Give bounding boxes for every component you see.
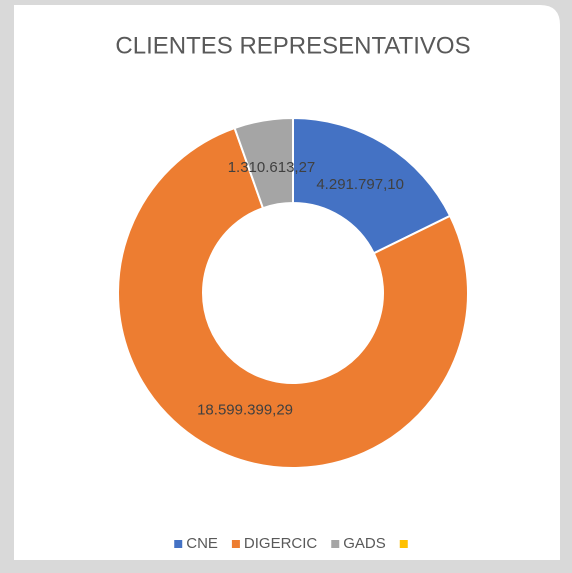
legend-marker [231, 540, 240, 548]
legend-label: GADS [343, 535, 386, 552]
donut-slice [117, 126, 469, 469]
legend-label: CNE [186, 535, 218, 552]
data-label: 1.310.613,27 [228, 159, 316, 176]
donut-slice [233, 116, 294, 210]
legend-marker [174, 540, 183, 548]
chart-card [14, 5, 560, 560]
data-label: 18.599.399,29 [197, 402, 293, 419]
data-label: 4.291.797,10 [316, 176, 404, 193]
legend-marker [331, 540, 340, 548]
donut-slice [292, 116, 452, 255]
legend-label: DIGERCIC [244, 535, 318, 552]
legend-marker [399, 540, 408, 548]
chart-title: CLIENTES REPRESENTATIVOS [115, 32, 470, 59]
